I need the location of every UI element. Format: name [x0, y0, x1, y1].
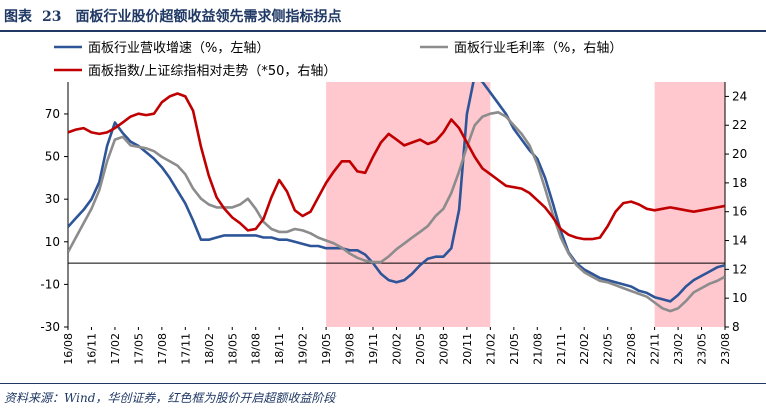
x-tick-label: 20/05	[414, 333, 427, 365]
x-tick-label: 17/08	[156, 333, 169, 365]
x-tick-label: 20/08	[437, 333, 450, 365]
right-tick-label: 18	[732, 176, 747, 190]
highlight-bands	[326, 82, 725, 327]
x-tick-label: 23/08	[719, 333, 732, 365]
x-tick-label: 19/11	[367, 333, 380, 365]
figure-title: 图表 23 面板行业股价超额收益领先需求侧指标拐点	[4, 6, 341, 26]
left-tick-label: 50	[45, 150, 60, 164]
left-tick-label: -10	[40, 277, 60, 291]
chart-axes	[67, 82, 726, 327]
source-rule	[0, 383, 766, 384]
x-tick-label: 21/05	[508, 333, 521, 365]
x-tick-label: 19/08	[344, 333, 357, 365]
highlight-band-1	[326, 82, 491, 327]
x-tick-label: 22/08	[625, 333, 638, 365]
x-tick-label: 18/05	[226, 333, 239, 365]
x-tick-label: 23/05	[696, 333, 709, 365]
x-tick-label: 18/08	[250, 333, 263, 365]
figure-title-text: 面板行业股价超额收益领先需求侧指标拐点	[75, 9, 342, 25]
series-line-2	[68, 111, 725, 313]
x-tick-label: 16/08	[62, 333, 75, 365]
legend-label-2: 面板行业毛利率（%，右轴）	[454, 40, 622, 56]
chart: 面板行业营收增速（%，左轴） 面板行业毛利率（%，右轴） 面板指数/上证综指相对走势…	[40, 40, 747, 365]
x-tick-label: 17/05	[132, 333, 145, 365]
left-tick-label: 70	[45, 107, 60, 121]
x-tick-label: 20/11	[461, 333, 474, 365]
x-tick-label: 17/11	[179, 333, 192, 365]
x-tick-label: 21/02	[484, 333, 497, 365]
legend-label-3: 面板指数/上证综指相对走势（*50，右轴）	[88, 63, 336, 79]
series-line-1	[68, 82, 725, 303]
chart-ticks: -30 -10 10 30 50 70 8 10 12 14 16 18 20 22 24 16/08 16/1…	[40, 89, 747, 364]
right-tick-label: 14	[732, 234, 747, 248]
right-tick-label: 24	[732, 89, 747, 103]
left-tick-label: -30	[40, 320, 60, 334]
figure-number: 23	[42, 9, 62, 25]
right-tick-label: 8	[732, 320, 740, 334]
right-tick-label: 16	[732, 205, 747, 219]
x-tick-label: 16/11	[85, 333, 98, 365]
x-tick-label: 17/02	[109, 333, 122, 365]
chart-series	[68, 82, 725, 313]
figure-label: 图表	[4, 9, 32, 25]
x-tick-label: 22/02	[578, 333, 591, 365]
source-note: 资料来源：Wind，华创证券，红色框为股价开启超额收益阶段	[4, 391, 336, 405]
title-rule	[0, 30, 766, 32]
x-tick-label: 23/02	[672, 333, 685, 365]
x-tick-label: 20/02	[391, 333, 404, 365]
right-tick-label: 20	[732, 147, 747, 161]
x-tick-label: 19/05	[320, 333, 333, 365]
right-tick-label: 22	[732, 118, 747, 132]
right-tick-label: 12	[732, 262, 747, 276]
x-tick-label: 22/11	[649, 333, 662, 365]
right-tick-label: 10	[732, 291, 747, 305]
highlight-band-2	[654, 82, 725, 327]
left-tick-label: 30	[45, 192, 60, 206]
legend-label-1: 面板行业营收增速（%，左轴）	[88, 41, 269, 56]
x-tick-label: 19/02	[297, 333, 310, 365]
x-tick-label: 18/02	[203, 333, 216, 365]
x-tick-label: 18/11	[273, 333, 286, 365]
x-tick-label: 22/05	[602, 333, 615, 365]
left-tick-label: 10	[45, 235, 60, 249]
x-tick-label: 21/08	[531, 333, 544, 365]
series-line-3	[68, 92, 725, 241]
chart-legend: 面板行业营收增速（%，左轴） 面板行业毛利率（%，右轴） 面板指数/上证综指相对走势…	[54, 40, 622, 79]
x-tick-label: 21/11	[555, 333, 568, 365]
